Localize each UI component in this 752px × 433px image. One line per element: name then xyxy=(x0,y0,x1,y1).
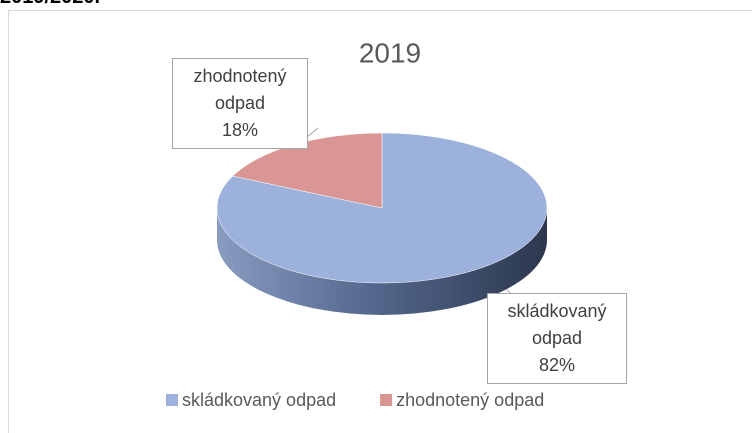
leader-line xyxy=(305,127,319,139)
data-label: zhodnotený odpad 18% xyxy=(172,58,308,149)
legend-label: zhodnotený odpad xyxy=(396,390,544,410)
label-value: 82% xyxy=(538,355,576,375)
legend-label: skládkovaný odpad xyxy=(182,390,336,410)
chart-frame xyxy=(8,10,752,433)
label-category: skládkovaný odpad xyxy=(507,301,607,348)
legend-swatch xyxy=(380,394,393,406)
pie-side xyxy=(217,208,547,315)
data-label: skládkovaný odpad 82% xyxy=(487,293,627,384)
heading: 2019/2020. xyxy=(0,0,100,9)
chart-title: 2019 xyxy=(359,37,421,68)
label-value: 18% xyxy=(221,120,259,140)
legend-swatch xyxy=(166,394,178,406)
label-category: zhodnotený odpad xyxy=(193,66,287,113)
